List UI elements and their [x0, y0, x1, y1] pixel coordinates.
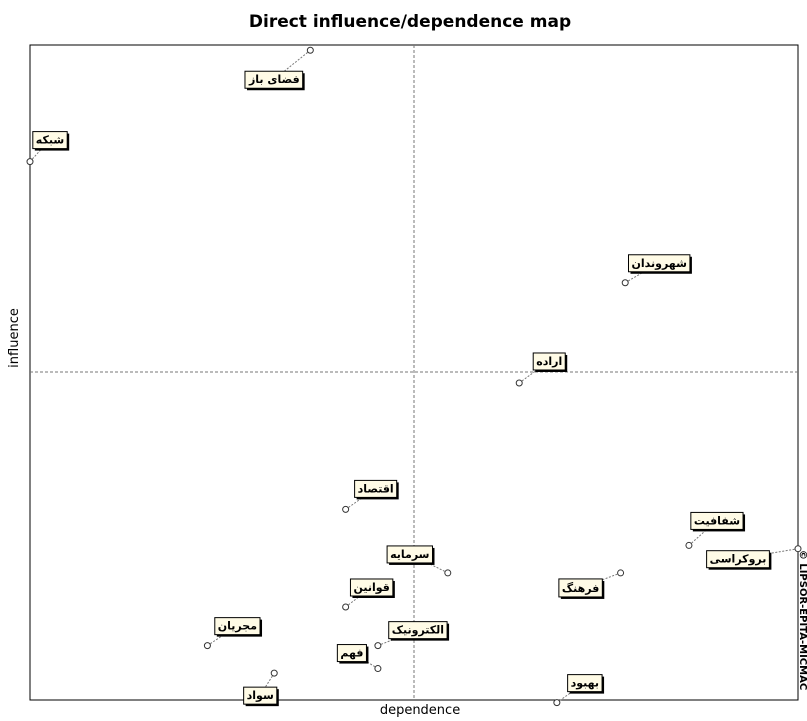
- label-box: [354, 479, 398, 498]
- data-point-label: بروکراسی: [710, 553, 767, 566]
- data-point: [621, 279, 629, 287]
- data-point: [342, 603, 350, 611]
- data-point-label: سواد: [247, 689, 274, 702]
- data-point-label: اقتصاد: [358, 482, 394, 495]
- data-point-group: شهروندان: [621, 254, 692, 287]
- data-point: [342, 505, 350, 513]
- data-point: [306, 46, 314, 54]
- label-box: [388, 621, 448, 640]
- label-box: [336, 644, 367, 663]
- data-point-group: شبکه: [26, 131, 70, 166]
- data-point: [26, 158, 34, 166]
- y-axis-label: influence: [7, 308, 22, 368]
- label-box: [214, 617, 261, 636]
- data-point-label: فرهنگ: [562, 581, 599, 595]
- data-point-group: قوانین: [342, 578, 395, 611]
- micmac-watermark: © LIPSOR-EPITA-MICMAC: [797, 550, 807, 690]
- label-box: [627, 254, 691, 273]
- data-point: [203, 642, 211, 650]
- data-point-group: شفافیت: [685, 511, 746, 549]
- data-point-label: قوانین: [353, 581, 389, 594]
- point-leader-line: [518, 360, 550, 384]
- label-box: [32, 131, 68, 150]
- data-point-group: بروکراسی: [706, 545, 802, 570]
- data-point-label: فهم: [340, 647, 363, 660]
- label-box: [690, 511, 744, 530]
- label-box: [244, 70, 304, 89]
- data-point-group: فرهنگ: [558, 569, 625, 599]
- data-point-label: الکترونیک: [392, 624, 444, 637]
- data-point-label: بهبود: [571, 677, 599, 690]
- point-leader-line: [688, 520, 718, 546]
- data-point: [617, 569, 625, 577]
- data-point-label: شبکه: [36, 134, 64, 147]
- data-point-label: مجریان: [218, 620, 257, 633]
- data-point-label: شفافیت: [694, 514, 740, 527]
- data-point-group: بهبود: [553, 674, 605, 707]
- data-point-group: فضای باز: [244, 46, 314, 91]
- data-point-label: شهروندان: [631, 257, 686, 270]
- data-point-group: فهم: [336, 644, 382, 673]
- data-point-group: مجریان: [203, 617, 263, 650]
- point-leader-line: [345, 586, 372, 608]
- label-box: [349, 578, 394, 597]
- data-point: [270, 669, 278, 677]
- data-point-group: سواد: [243, 669, 279, 707]
- label-box: [243, 686, 278, 705]
- data-point-group: اراده: [515, 352, 568, 387]
- points-layer: فضای باز شبکه شهروندان اراده اقتصاد شفافیت برو…: [26, 46, 802, 707]
- data-point: [444, 569, 452, 577]
- x-axis-label: dependence: [380, 703, 460, 717]
- label-box: [567, 674, 603, 693]
- data-point: [794, 545, 802, 553]
- data-point-label: فضای باز: [248, 73, 300, 86]
- data-point-group: اقتصاد: [342, 479, 399, 513]
- data-point-group: سرمایه: [386, 545, 452, 577]
- data-point: [515, 379, 523, 387]
- label-box: [558, 578, 603, 598]
- data-point-group: الکترونیک: [374, 621, 450, 650]
- data-point: [553, 699, 561, 707]
- data-point-label: سرمایه: [390, 548, 429, 561]
- label-box: [532, 352, 566, 371]
- data-point: [374, 642, 382, 650]
- data-point-label: اراده: [536, 355, 562, 368]
- data-point: [685, 541, 693, 549]
- data-point: [374, 665, 382, 673]
- label-box: [386, 545, 433, 564]
- label-box: [706, 550, 770, 569]
- chart-title: Direct influence/dependence map: [249, 12, 571, 32]
